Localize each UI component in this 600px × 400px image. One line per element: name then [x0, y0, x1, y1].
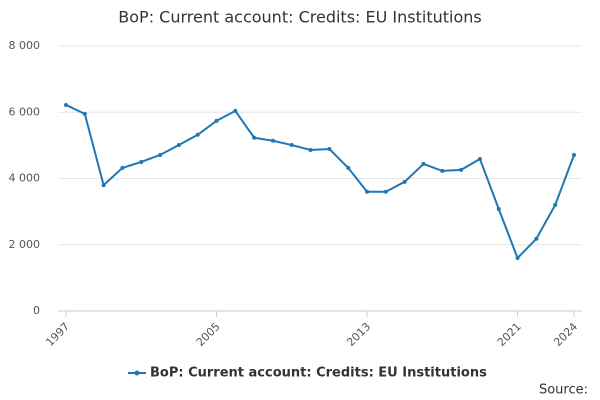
data-point [233, 108, 238, 113]
data-point [327, 147, 332, 152]
data-point [176, 143, 181, 148]
data-point [365, 189, 370, 194]
legend-marker [134, 370, 140, 376]
data-point [158, 152, 163, 157]
data-point [553, 203, 558, 207]
data-point [421, 161, 426, 166]
data-point [534, 236, 539, 241]
data-point [572, 152, 576, 157]
data-point [289, 143, 294, 148]
data-point [477, 156, 482, 161]
data-point [515, 256, 520, 260]
x-tick-label: 2005 [194, 320, 223, 349]
data-point [383, 189, 388, 194]
y-tick-label: 0 [33, 304, 40, 317]
data-point [120, 165, 125, 170]
data-point [82, 111, 87, 116]
data-point [214, 118, 219, 123]
data-point [139, 159, 144, 164]
data-point [496, 206, 501, 211]
y-tick-label: 4 000 [9, 172, 41, 185]
data-point [195, 132, 200, 137]
x-tick-label: 2021 [495, 320, 524, 349]
data-point [101, 183, 106, 188]
legend-label: BoP: Current account: Credits: EU Instit… [150, 366, 487, 381]
data-point [64, 102, 68, 107]
x-tick-label: 1997 [43, 320, 72, 349]
y-tick-label: 6 000 [9, 105, 41, 118]
y-tick-label: 2 000 [9, 238, 41, 251]
series-line [65, 104, 575, 260]
y-tick-label: 8 000 [9, 39, 41, 52]
chart-title: BoP: Current account: Credits: EU Instit… [118, 8, 481, 27]
data-point [459, 167, 464, 172]
data-point [270, 138, 275, 143]
x-tick-label: 2013 [344, 320, 373, 349]
source: Source: [539, 383, 588, 398]
data-point [252, 135, 257, 140]
data-point [308, 148, 313, 153]
data-point [402, 179, 407, 184]
x-tick-label: 2024 [551, 320, 580, 349]
data-point [346, 165, 351, 170]
data-point [440, 168, 445, 173]
